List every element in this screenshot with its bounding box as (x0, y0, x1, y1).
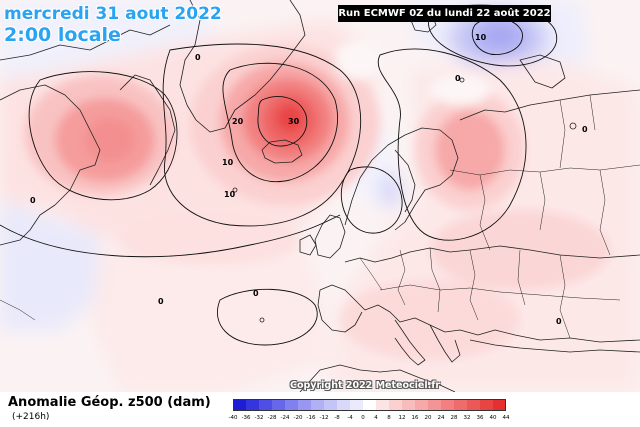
legend-swatch (324, 399, 337, 411)
legend-swatch (246, 399, 259, 411)
legend-tick-label: -20 (293, 415, 303, 421)
isoline-zero-low (217, 288, 318, 346)
legend-tick-label: -40 (228, 415, 238, 421)
isolines (0, 4, 558, 346)
legend-tick-label: -36 (241, 415, 251, 421)
legend-swatch (272, 399, 285, 411)
isoline-zero-west (0, 214, 341, 258)
isoline-label: 10 (475, 33, 487, 42)
lead-time: (+216h) (12, 412, 50, 422)
isoline-labels: 10 0 20 30 10 10 0 0 0 0 0 0 (30, 33, 588, 326)
legend-swatch (233, 399, 246, 411)
legend-swatch (259, 399, 272, 411)
legend-tick-label: 8 (387, 415, 391, 421)
legend-tick-label: 40 (489, 415, 497, 421)
isoline-label: 0 (195, 53, 201, 62)
isoline-label: 0 (30, 196, 36, 205)
legend-tick-label: -32 (254, 415, 264, 421)
isoline-label: 0 (455, 74, 461, 83)
legend-swatch (363, 399, 376, 411)
coastlines (0, 0, 640, 392)
isoline-label: 20 (232, 117, 244, 126)
legend-tick-label: -28 (267, 415, 277, 421)
legend-swatch (376, 399, 389, 411)
isoline-zero-scand (340, 166, 403, 234)
legend-swatch (480, 399, 493, 411)
legend-frame (233, 399, 506, 411)
isoline-label: 10 (222, 158, 234, 167)
legend-swatch (285, 399, 298, 411)
field-title: Anomalie Géop. z500 (dam) (8, 395, 211, 410)
anomaly-map: 10 0 20 30 10 10 0 0 0 0 0 0 (0, 0, 640, 392)
legend-tick-label: 28 (450, 415, 458, 421)
isoline-label: 10 (224, 190, 236, 199)
legend-tick-label: 36 (476, 415, 484, 421)
legend-tick-label: 24 (437, 415, 445, 421)
isoline-west-10 (28, 71, 178, 201)
legend-swatch (428, 399, 441, 411)
legend-tick-label: -4 (347, 415, 353, 421)
isoline-10 (162, 43, 362, 227)
isoline-label: 0 (158, 297, 164, 306)
legend-swatch (441, 399, 454, 411)
anomaly-shading (0, 0, 640, 392)
legend-swatch (402, 399, 415, 411)
legend-swatch (467, 399, 480, 411)
legend-tick-label: 16 (411, 415, 419, 421)
legend-tick-label: 0 (361, 415, 365, 421)
legend-tick-label: -16 (306, 415, 316, 421)
legend-tick-label: 12 (398, 415, 406, 421)
legend-swatch (389, 399, 402, 411)
forecast-date: mercredi 31 aout 2022 (4, 4, 222, 24)
legend-swatch (493, 399, 506, 411)
legend-tick-label: -8 (334, 415, 340, 421)
legend-swatch (454, 399, 467, 411)
isoline-30 (257, 96, 308, 147)
isoline-20 (222, 62, 339, 182)
legend-swatch (350, 399, 363, 411)
legend-swatch (311, 399, 324, 411)
footer-bar: Anomalie Géop. z500 (dam) (+216h) -40 -36… (0, 392, 640, 427)
isoline-label: 30 (288, 117, 300, 126)
isoline-label: 0 (253, 289, 259, 298)
legend-swatch (337, 399, 350, 411)
legend-tick-label: -12 (319, 415, 329, 421)
isoline-label: 0 (556, 317, 562, 326)
forecast-local-time: 2:00 locale (4, 24, 121, 46)
legend-tick-label: -24 (280, 415, 290, 421)
isoline-label: 0 (582, 125, 588, 134)
isoline-east-10 (377, 48, 527, 241)
map-area: 10 0 20 30 10 10 0 0 0 0 0 0 mercredi 31… (0, 0, 640, 392)
legend-tick-label: 20 (424, 415, 432, 421)
legend-swatch (298, 399, 311, 411)
legend-swatch (415, 399, 428, 411)
legend-tick-label: 32 (463, 415, 471, 421)
run-info-banner: Run ECMWF 0Z du lundi 22 août 2022 (338, 5, 551, 22)
legend-tick-label: 44 (502, 415, 510, 421)
legend-tick-label: 4 (374, 415, 378, 421)
copyright-text: Copyright 2022 Meteociel.fr (290, 380, 441, 391)
